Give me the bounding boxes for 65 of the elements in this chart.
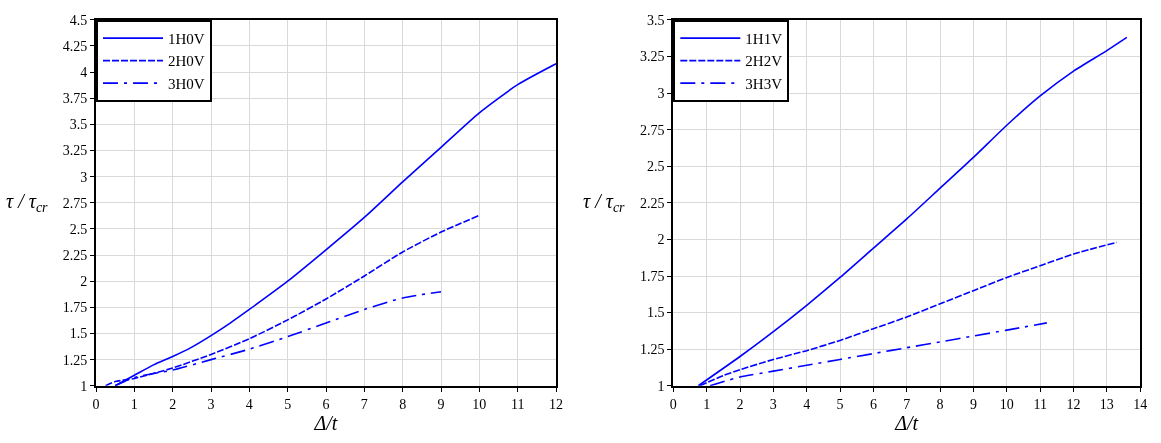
x-tick-label: 12: [1066, 396, 1081, 412]
x-tick-label: 6: [869, 396, 877, 412]
y-tick-label: 1.25: [640, 342, 665, 358]
legend-label: 1H1V: [745, 30, 783, 47]
y-tick-label: 1.75: [640, 268, 665, 284]
legend-label: 2H0V: [168, 53, 205, 70]
y-tick-label: 3.25: [62, 143, 88, 159]
legend-label: 1H0V: [168, 30, 205, 47]
x-tick-label: 0: [92, 396, 100, 412]
x-tick-label: 9: [437, 396, 445, 412]
x-tick-label: 7: [903, 396, 911, 412]
x-tick-label: 13: [1099, 396, 1114, 412]
line-series: [709, 322, 1048, 386]
y-tick-label: 2: [80, 274, 88, 290]
y-tick-label: 3.5: [647, 12, 665, 28]
y-tick-label: 1.75: [62, 300, 88, 316]
legend-label: 2H2V: [745, 53, 783, 70]
y-axis-title: τ / τ$_{cr}$: [6, 190, 49, 216]
x-axis-title: Δ/t: [894, 411, 919, 434]
legend-label: 3H0V: [168, 75, 205, 92]
x-tick-label: 1: [703, 396, 711, 412]
y-tick-label: 4.25: [62, 38, 88, 54]
y-tick-label: 3: [80, 169, 88, 185]
x-tick-label: 2: [736, 396, 744, 412]
y-axis-title: τ / τ$_{cr}$: [583, 190, 626, 216]
x-tick-label: 5: [836, 396, 844, 412]
x-tick-label: 12: [549, 396, 563, 412]
y-tick-label: 2.25: [640, 195, 665, 211]
x-tick-label: 6: [322, 396, 330, 412]
y-tick-label: 1: [657, 378, 665, 394]
x-tick-label: 8: [936, 396, 944, 412]
x-tick-label: 4: [245, 396, 253, 412]
y-tick-label: 1.25: [62, 352, 88, 368]
y-tick-label: 4.5: [69, 12, 88, 28]
y-tick-label: 3.25: [640, 49, 665, 65]
y-tick-label: 4: [80, 65, 88, 81]
y-tick-label: 1: [80, 378, 88, 394]
x-tick-label: 2: [169, 396, 177, 412]
x-tick-label: 11: [1033, 396, 1047, 412]
x-tick-label: 7: [360, 396, 368, 412]
x-tick-label: 14: [1133, 396, 1148, 412]
x-tick-label: 0: [669, 396, 677, 412]
y-tick-label: 3.5: [69, 117, 88, 133]
y-tick-label: 2.5: [647, 159, 665, 175]
x-tick-label: 3: [769, 396, 777, 412]
x-tick-label: 11: [510, 396, 525, 412]
x-tick-label: 10: [472, 396, 487, 412]
y-tick-label: 1.5: [69, 326, 88, 342]
x-tick-label: 1: [130, 396, 138, 412]
x-axis-title: Δ/t: [313, 411, 338, 434]
y-tick-label: 2: [657, 232, 665, 248]
y-tick-label: 2.75: [62, 195, 88, 211]
x-tick-label: 9: [969, 396, 977, 412]
y-tick-label: 3.75: [62, 91, 88, 107]
x-tick-label: 4: [803, 396, 811, 412]
legend-label: 3H3V: [745, 75, 783, 92]
x-tick-label: 5: [284, 396, 292, 412]
x-tick-label: 10: [999, 396, 1014, 412]
x-tick-label: 8: [399, 396, 407, 412]
y-tick-label: 2.75: [640, 122, 665, 138]
y-tick-label: 1.5: [647, 305, 665, 321]
y-tick-label: 2.25: [62, 247, 88, 263]
x-tick-label: 3: [207, 396, 215, 412]
y-tick-label: 2.5: [69, 221, 88, 237]
y-tick-label: 3: [657, 85, 665, 101]
